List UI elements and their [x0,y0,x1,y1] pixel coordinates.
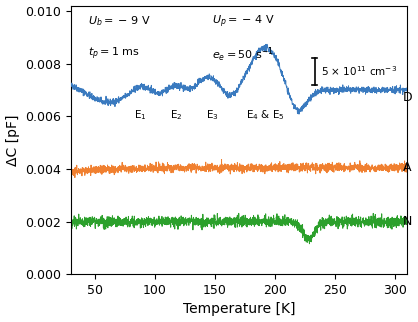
Text: $U_p = -\,4$ V: $U_p = -\,4$ V [212,14,275,30]
X-axis label: Temperature [K]: Temperature [K] [183,302,296,317]
Text: E$_3$: E$_3$ [206,108,219,122]
Text: 5 × 10$^{11}$ cm$^{-3}$: 5 × 10$^{11}$ cm$^{-3}$ [321,65,397,78]
Text: D: D [403,91,412,104]
Text: E$_1$: E$_1$ [134,108,147,122]
Text: N: N [403,215,412,228]
Text: E$_4$ & E$_5$: E$_4$ & E$_5$ [246,108,285,122]
Text: $U_b = -\,9$ V: $U_b = -\,9$ V [88,14,150,28]
Y-axis label: ΔC [pF]: ΔC [pF] [5,114,20,166]
Text: $e_e = 50$ s$^{-1}$: $e_e = 50$ s$^{-1}$ [212,46,274,64]
Text: E$_2$: E$_2$ [171,108,183,122]
Text: $t_p = 1$ ms: $t_p = 1$ ms [88,46,140,62]
Text: A: A [403,161,411,174]
